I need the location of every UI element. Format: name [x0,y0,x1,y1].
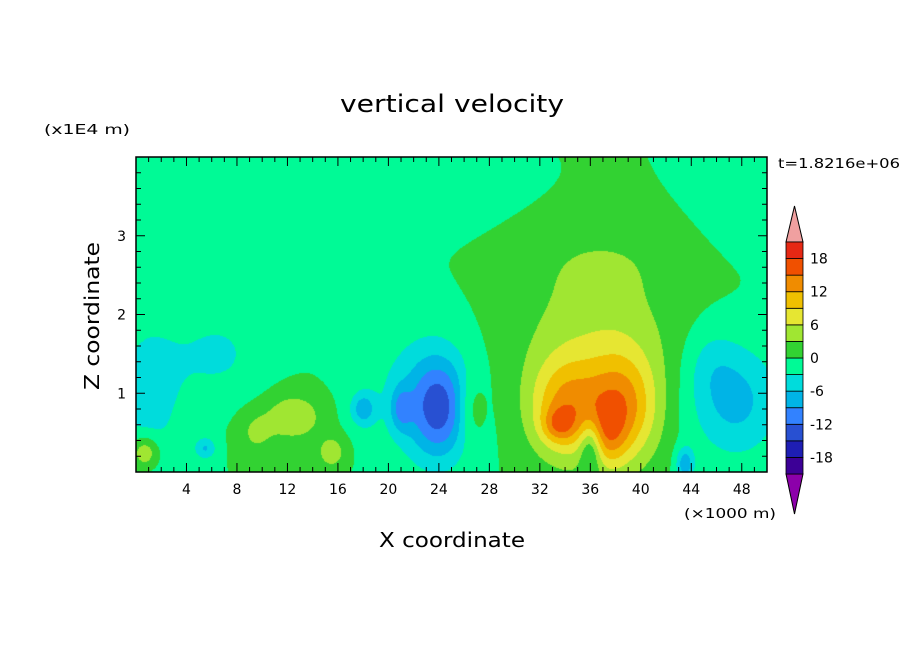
velocity-field [136,157,767,472]
colorbar-box [785,423,804,442]
colorbar-tick-label: 18 [810,252,828,268]
x-tick-label: 40 [632,482,650,498]
plot-area: 4 8 12 16 20 24 28 32 36 40 44 48 123 [117,156,768,498]
colorbar-box [785,274,804,293]
x-tick-label: 44 [682,482,700,498]
x-tick-label: 24 [430,482,448,498]
axis-ticks [136,157,767,472]
colorbar-box [785,457,804,475]
y-tick-label: 2 [117,308,126,324]
x-tick-label: 16 [329,482,347,498]
x-tick-label: 28 [480,482,498,498]
colorbar-box [785,374,804,392]
x-tick-label: 32 [531,482,549,498]
x-tick-label: 48 [733,482,751,498]
x-tick-label: 8 [232,482,241,498]
colorbar-box [785,307,804,326]
colorbar-box [785,258,804,276]
colorbar-tick-label: 6 [810,318,819,334]
colorbar-box [785,390,804,409]
colorbar-box [785,324,804,342]
x-tick-label: 4 [182,482,191,498]
x-unit-label: (×1000 m) [684,507,776,522]
x-tick-labels: 4 8 12 16 20 24 28 32 36 40 44 48 [182,482,751,498]
x-tick-label: 12 [279,482,297,498]
colorbar-tick-label: 0 [810,351,819,367]
y-unit-label: (x1E4 m) [44,123,130,138]
y-tick-labels: 1 2 3 [117,229,126,403]
time-label: t=1.8216e+06 [778,157,900,172]
y-axis-label: Z coordinate [80,242,104,390]
colorbar-box [785,241,804,259]
chart-title: vertical velocity [340,90,564,118]
colorbar-box [785,291,804,309]
x-tick-label: 20 [379,482,397,498]
y-tick-label: 1 [117,386,126,402]
colorbar-tick-label: -18 [810,450,833,466]
colorbar-box [785,341,804,359]
colorbar-box [785,407,804,425]
colorbar: 18 12 6 0 -6 -12 -18 [785,205,833,515]
colorbar-tick-label: -6 [810,384,824,400]
colorbar-min-triangle [785,473,804,515]
x-axis-label: X coordinate [379,528,525,552]
y-tick-label: 3 [117,229,126,245]
colorbar-tick-label: 12 [810,285,828,301]
colorbar-tick-label: -12 [810,417,833,433]
colorbar-max-triangle [785,205,804,243]
colorbar-box [785,440,804,458]
x-tick-label: 36 [581,482,599,498]
colorbar-box [785,357,804,375]
